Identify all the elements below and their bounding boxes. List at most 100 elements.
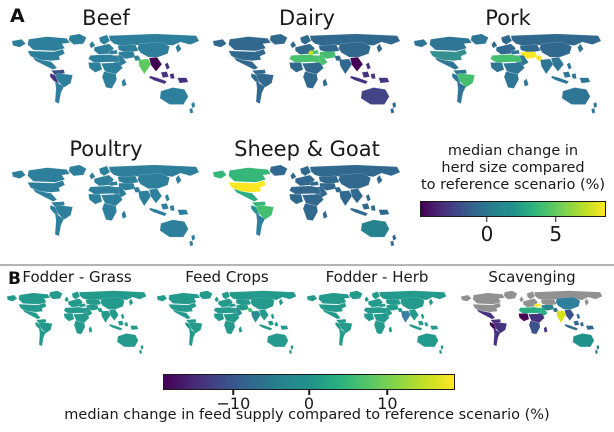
new-zealand-region [138,344,144,355]
europe-region [64,291,84,308]
greenland-region [470,33,489,45]
africa-north-region [363,306,388,314]
australia-region [360,87,390,105]
colorbar-tick-mark [308,390,310,395]
colorbar-tick-mark [486,217,488,222]
map-title-poultry: Poultry [69,137,143,161]
png-region [130,325,139,331]
new-zealand-region [438,344,444,355]
colombia-venezuela-region [490,319,502,324]
seasia-mainland-region [349,188,364,204]
india-region [540,58,554,75]
japan-region [175,43,182,54]
seasia-mainland-region [258,309,269,321]
feed-supply-legend-text: median change in feed supply compared to… [64,407,550,423]
southern-sa-region [54,80,65,104]
madagascar-region [121,78,127,87]
feed-supply-colorbar [163,374,455,390]
usa-region [318,302,347,313]
africa-north-region [88,185,120,195]
usa-region [228,48,267,61]
alaska-region [11,39,26,48]
alaska-region [6,294,18,302]
africa-north-region [289,185,321,195]
colombia-venezuela-region [185,319,197,324]
alaska-region [212,39,227,48]
japan-region [376,174,383,185]
mexico-ca-region [232,188,259,202]
canada-region [318,292,351,305]
africa-west-region [490,62,505,73]
usa-region [472,302,502,313]
herd-size-colorbar [420,201,606,217]
png-region [177,209,189,216]
africa-central-east-region [373,313,390,323]
colombia-venezuela-region [50,69,66,76]
australia-region [116,333,139,348]
herd-size-legend-text-line1: median change in [447,143,579,159]
australia-region [561,87,591,105]
india-region [138,58,152,75]
madagascar-region [88,326,93,333]
map-title-pork: Pork [485,6,531,30]
world-map-dairy [209,33,405,126]
africa-west-region [88,62,103,73]
europe-region [290,165,316,187]
central-asia-region [318,44,340,53]
central-asia-region [117,175,139,185]
world-map-sheep-goat [209,164,405,259]
png-region [177,77,189,84]
africa-south-region [302,203,318,221]
greenland-region [269,164,288,177]
greenland-region [199,290,213,300]
africa-south-region [302,71,318,89]
malaysia-indonesia-region [148,193,175,217]
central-asia-region [385,299,402,306]
africa-north-region [518,306,543,314]
china-region [137,172,170,189]
africa-north-region [289,54,321,63]
japan-region [428,298,434,306]
new-zealand-region [288,344,294,355]
africa-west-region [213,313,225,322]
central-asia-region [519,44,541,53]
seasia-mainland-region [349,56,364,72]
japan-region [584,298,590,306]
africa-north-region [213,306,238,314]
australia-region [416,333,439,348]
world-map-poultry [8,164,204,259]
greenland-region [49,290,63,300]
seasia-mainland-region [550,56,565,72]
africa-central-east-region [100,62,123,75]
herd-size-legend: median change in herd size compared to r… [414,143,612,257]
africa-south-region [223,320,236,335]
world-map-svg [11,33,200,114]
usa-region [18,302,47,313]
malaysia-indonesia-region [564,313,584,331]
new-zealand-region [390,101,397,114]
png-region [579,77,591,84]
madagascar-region [238,326,243,333]
alaska-region [413,39,428,48]
greenland-region [349,290,363,300]
canada-region [228,167,272,183]
colombia-venezuela-region [251,201,267,208]
central-asia-region [85,299,102,306]
africa-central-east-region [528,313,545,323]
japan-region [128,298,134,306]
canada-region [168,292,201,305]
africa-north-region [63,306,88,314]
map-block-scavenging: Scavenging [458,268,606,364]
usa-region [27,180,66,193]
canada-region [429,36,473,52]
map-title-sheep-goat: Sheep & Goat [234,137,380,161]
australia-region [159,87,189,105]
china-region [539,41,572,58]
panel-a-label: A [10,5,25,27]
new-zealand-region [390,234,397,247]
africa-west-region [289,62,304,73]
africa-south-region [503,71,519,89]
world-map-svg [6,290,147,355]
alaska-region [11,170,26,179]
central-asia-region [235,299,252,306]
